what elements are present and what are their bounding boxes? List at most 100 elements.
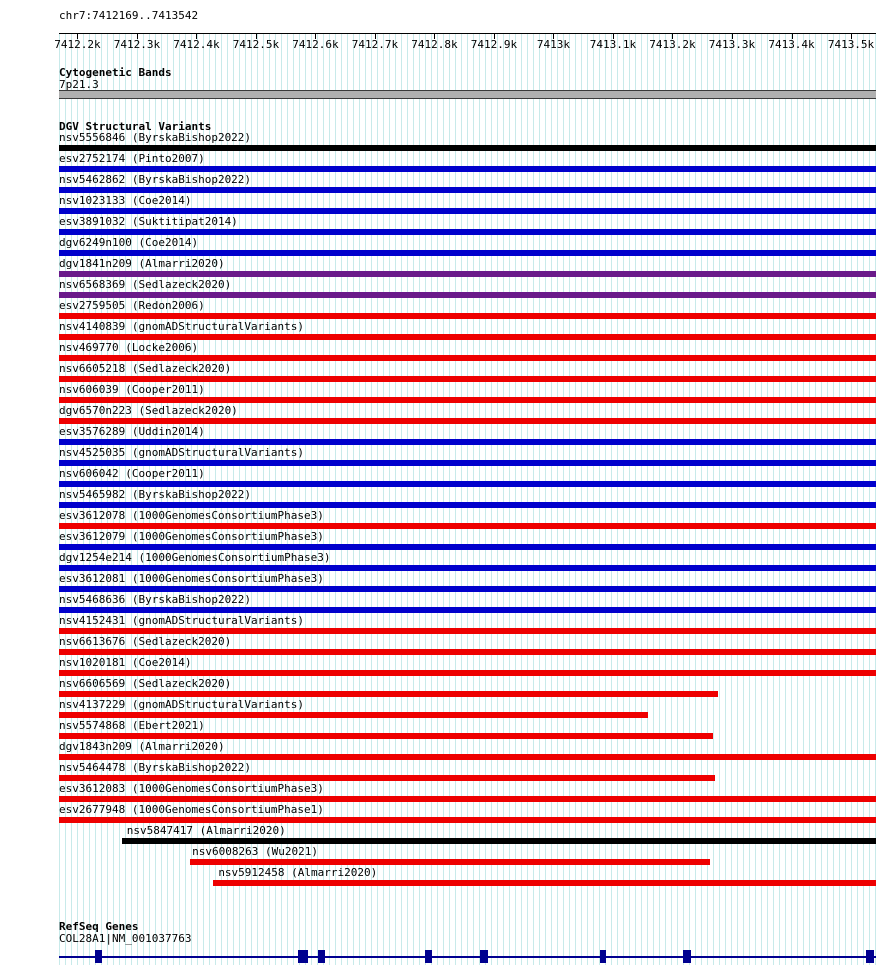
variant-label[interactable]: nsv606039 (Cooper2011) [59, 383, 205, 396]
variant-label[interactable]: nsv1020181 (Coe2014) [59, 656, 192, 669]
gene-exon[interactable] [298, 950, 309, 963]
variant-label[interactable]: nsv6568369 (Sedlazeck2020) [59, 278, 232, 291]
ruler-tick [791, 33, 793, 39]
ruler-tick-label: 7412.9k [470, 38, 518, 51]
variant-label[interactable]: esv3576289 (Uddin2014) [59, 425, 205, 438]
variant-row: nsv1023133 (Coe2014) [59, 195, 876, 216]
variant-label[interactable]: nsv4140839 (gnomADStructuralVariants) [59, 320, 305, 333]
variant-bar[interactable] [59, 355, 876, 361]
variant-row: esv2677948 (1000GenomesConsortiumPhase1) [59, 804, 876, 825]
variant-label[interactable]: nsv5464478 (ByrskaBishop2022) [59, 761, 252, 774]
variant-bar[interactable] [59, 481, 876, 487]
variant-bar[interactable] [59, 754, 876, 760]
variant-bar[interactable] [59, 775, 716, 781]
variant-row: dgv6249n100 (Coe2014) [59, 237, 876, 258]
variant-bar[interactable] [59, 523, 876, 529]
variant-label[interactable]: esv2677948 (1000GenomesConsortiumPhase1) [59, 803, 324, 816]
variant-bar[interactable] [59, 691, 719, 697]
variant-bar[interactable] [59, 628, 876, 634]
variant-label[interactable]: esv3612081 (1000GenomesConsortiumPhase3) [59, 572, 324, 585]
variant-bar[interactable] [59, 796, 876, 802]
variant-label[interactable]: nsv606042 (Cooper2011) [59, 467, 205, 480]
gene-exon[interactable] [94, 950, 103, 963]
variant-label[interactable]: dgv1843n209 (Almarri2020) [59, 740, 225, 753]
variant-label[interactable]: nsv6008263 (Wu2021) [192, 845, 318, 858]
variant-label[interactable]: nsv5465982 (ByrskaBishop2022) [59, 488, 252, 501]
variant-bar[interactable] [59, 229, 876, 235]
ruler-tick [196, 33, 198, 39]
variant-label[interactable]: nsv5912458 (Almarri2020) [218, 866, 378, 879]
variant-label[interactable]: esv3612079 (1000GenomesConsortiumPhase3) [59, 530, 324, 543]
variant-bar[interactable] [59, 607, 876, 613]
variant-label[interactable]: dgv1254e214 (1000GenomesConsortiumPhase3… [59, 551, 331, 564]
variant-bar[interactable] [59, 418, 876, 424]
variant-label[interactable]: esv3612083 (1000GenomesConsortiumPhase3) [59, 782, 324, 795]
gene-exon[interactable] [866, 950, 875, 963]
variant-label[interactable]: nsv5462862 (ByrskaBishop2022) [59, 173, 252, 186]
variant-row: esv2752174 (Pinto2007) [59, 153, 876, 174]
variant-bar[interactable] [59, 670, 876, 676]
gene-exon[interactable] [479, 950, 488, 963]
gene-line[interactable] [59, 956, 876, 958]
gene-exon[interactable] [425, 950, 432, 963]
variant-row: nsv6606569 (Sedlazeck2020) [59, 678, 876, 699]
variant-label[interactable]: nsv4152431 (gnomADStructuralVariants) [59, 614, 305, 627]
variant-row: esv3612081 (1000GenomesConsortiumPhase3) [59, 573, 876, 594]
cytoband-bar[interactable] [59, 90, 876, 99]
gene-exon[interactable] [683, 950, 692, 963]
variant-label[interactable]: nsv5556846 (ByrskaBishop2022) [59, 131, 252, 144]
variant-bar[interactable] [59, 145, 876, 151]
variant-label[interactable]: dgv1841n209 (Almarri2020) [59, 257, 225, 270]
variant-label[interactable]: nsv5574868 (Ebert2021) [59, 719, 205, 732]
variant-bar[interactable] [189, 859, 711, 865]
variant-bar[interactable] [59, 313, 876, 319]
variant-bar[interactable] [59, 544, 876, 550]
ruler-tick [672, 33, 674, 39]
variant-label[interactable]: esv2759505 (Redon2006) [59, 299, 205, 312]
variant-label[interactable]: nsv4137229 (gnomADStructuralVariants) [59, 698, 305, 711]
variant-label[interactable]: esv3612078 (1000GenomesConsortiumPhase3) [59, 509, 324, 522]
ruler-tick [612, 33, 614, 39]
ruler-tick [731, 33, 733, 39]
variant-bar[interactable] [59, 397, 876, 403]
variant-bar[interactable] [59, 292, 876, 298]
variant-label[interactable]: esv2752174 (Pinto2007) [59, 152, 205, 165]
variant-bar[interactable] [59, 250, 876, 256]
variant-row: nsv6613676 (Sedlazeck2020) [59, 636, 876, 657]
variant-label[interactable]: nsv469770 (Locke2006) [59, 341, 199, 354]
variant-label[interactable]: nsv4525035 (gnomADStructuralVariants) [59, 446, 305, 459]
variant-label[interactable]: dgv6570n223 (Sedlazeck2020) [59, 404, 238, 417]
variant-bar[interactable] [59, 439, 876, 445]
variant-label[interactable]: nsv6606569 (Sedlazeck2020) [59, 677, 232, 690]
variant-bar[interactable] [59, 460, 876, 466]
variant-row: nsv5847417 (Almarri2020) [59, 825, 876, 846]
variant-bar[interactable] [59, 208, 876, 214]
gene-exon[interactable] [599, 950, 607, 963]
variant-label[interactable]: dgv6249n100 (Coe2014) [59, 236, 199, 249]
variant-bar[interactable] [59, 649, 876, 655]
variant-bar[interactable] [121, 838, 876, 844]
variant-bar[interactable] [59, 712, 649, 718]
variant-label[interactable]: nsv5847417 (Almarri2020) [126, 824, 286, 837]
variant-row: nsv606042 (Cooper2011) [59, 468, 876, 489]
variant-label[interactable]: nsv6613676 (Sedlazeck2020) [59, 635, 232, 648]
variant-bar[interactable] [213, 880, 876, 886]
variant-bar[interactable] [59, 166, 876, 172]
variant-bar[interactable] [59, 586, 876, 592]
variant-bar[interactable] [59, 733, 713, 739]
variant-bar[interactable] [59, 565, 876, 571]
variant-row: nsv606039 (Cooper2011) [59, 384, 876, 405]
variant-bar[interactable] [59, 271, 876, 277]
variant-label[interactable]: nsv1023133 (Coe2014) [59, 194, 192, 207]
variant-bar[interactable] [59, 187, 876, 193]
variant-label[interactable]: nsv5468636 (ByrskaBishop2022) [59, 593, 252, 606]
gene-exon[interactable] [317, 950, 325, 963]
ruler-tick [553, 33, 555, 39]
variant-label[interactable]: esv3891032 (Suktitipat2014) [59, 215, 238, 228]
variant-row: nsv6605218 (Sedlazeck2020) [59, 363, 876, 384]
variant-bar[interactable] [59, 376, 876, 382]
variant-bar[interactable] [59, 502, 876, 508]
variant-label[interactable]: nsv6605218 (Sedlazeck2020) [59, 362, 232, 375]
variant-bar[interactable] [59, 334, 876, 340]
variant-bar[interactable] [59, 817, 876, 823]
